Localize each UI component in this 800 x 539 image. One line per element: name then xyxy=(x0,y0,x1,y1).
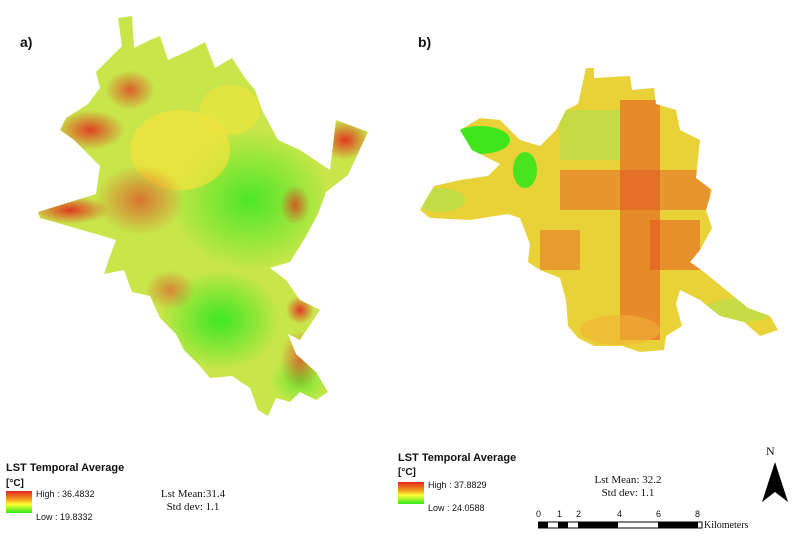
legend-a-low: Low : 19.8332 xyxy=(36,512,93,522)
legend-b-color-ramp xyxy=(398,482,424,504)
legend-a-high: High : 36.4832 xyxy=(36,489,95,499)
stats-a-mean: Lst Mean:31.4 xyxy=(160,488,226,500)
stats-b-std: Std dev: 1.1 xyxy=(601,487,655,499)
legend-a-color-ramp xyxy=(6,491,32,513)
legend-b-high: High : 37.8829 xyxy=(428,480,487,490)
stats-b: Lst Mean: 32.2 Std dev: 1.1 xyxy=(578,474,678,500)
stats-b-mean: Lst Mean: 32.2 xyxy=(594,474,662,486)
stats-a: Lst Mean:31.4 Std dev: 1.1 xyxy=(148,488,238,514)
legend-b-title: LST Temporal Average xyxy=(398,452,517,464)
scale-tick-2: 2 xyxy=(576,509,582,519)
north-arrow-icon xyxy=(762,462,788,502)
stats-a-std: Std dev: 1.1 xyxy=(166,501,220,513)
scale-unit: Kilometers xyxy=(704,520,749,531)
north-arrow-label: N xyxy=(766,444,775,458)
legend-a-unit: [°C] xyxy=(6,478,24,489)
scale-bar xyxy=(538,521,703,529)
scale-tick-4: 4 xyxy=(617,509,623,519)
scale-tick-1: 1 xyxy=(557,509,563,519)
panel-a-label: a) xyxy=(20,34,33,50)
scale-tick-8: 8 xyxy=(695,509,701,519)
panel-b-label: b) xyxy=(418,34,432,50)
scale-tick-0: 0 xyxy=(536,509,542,519)
legend-a-title: LST Temporal Average xyxy=(6,462,125,474)
legend-b-unit: [°C] xyxy=(398,467,416,478)
legend-b-low: Low : 24.0588 xyxy=(428,503,485,513)
scale-tick-6: 6 xyxy=(656,509,662,519)
